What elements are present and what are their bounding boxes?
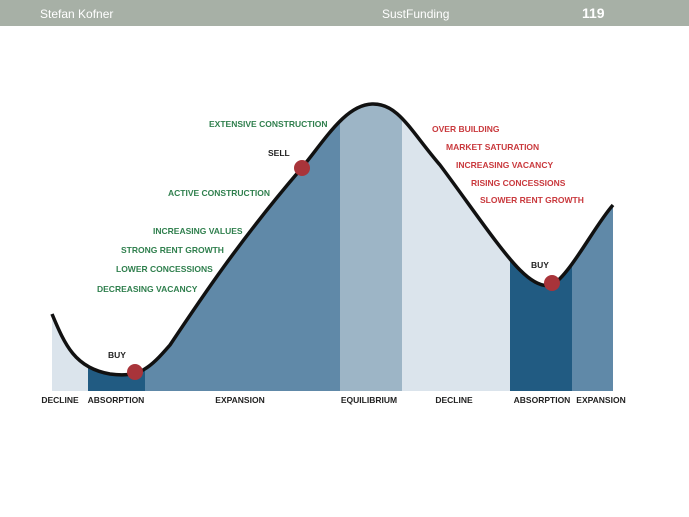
note-increasing-values: INCREASING VALUES	[153, 226, 243, 236]
phase-label-absorption-2: ABSORPTION	[514, 395, 571, 405]
sell-marker	[294, 160, 310, 176]
red-notes: OVER BUILDING MARKET SATURATION INCREASI…	[432, 124, 584, 205]
band-equilibrium	[340, 103, 402, 391]
buy-label-right: BUY	[531, 260, 549, 270]
page-number: 119	[582, 5, 605, 21]
note-over-building: OVER BUILDING	[432, 124, 500, 134]
phase-label-absorption-1: ABSORPTION	[88, 395, 145, 405]
phase-bands	[52, 103, 613, 391]
note-slower-rent-growth: SLOWER RENT GROWTH	[480, 195, 584, 205]
green-notes: EXTENSIVE CONSTRUCTION ACTIVE CONSTRUCTI…	[97, 119, 328, 294]
phase-label-decline-2: DECLINE	[435, 395, 473, 405]
band-decline-1	[52, 103, 88, 391]
band-absorption-1	[88, 103, 145, 391]
header-author: Stefan Kofner	[40, 7, 114, 21]
note-market-saturation: MARKET SATURATION	[446, 142, 539, 152]
note-increasing-vacancy: INCREASING VACANCY	[456, 160, 553, 170]
buy-label-left: BUY	[108, 350, 126, 360]
note-decreasing-vacancy: DECREASING VACANCY	[97, 284, 198, 294]
sell-label: SELL	[268, 148, 290, 158]
note-rising-concessions: RISING CONCESSIONS	[471, 178, 566, 188]
band-expansion-2	[572, 103, 613, 391]
slide-header: Stefan Kofner SustFunding 119	[0, 0, 689, 26]
note-extensive-construction: EXTENSIVE CONSTRUCTION	[209, 119, 328, 129]
phase-labels: DECLINE ABSORPTION EXPANSION EQUILIBRIUM…	[41, 395, 625, 405]
buy-marker-left	[127, 364, 143, 380]
phase-label-equilibrium: EQUILIBRIUM	[341, 395, 397, 405]
note-lower-concessions: LOWER CONCESSIONS	[116, 264, 213, 274]
note-strong-rent-growth: STRONG RENT GROWTH	[121, 245, 224, 255]
phase-label-expansion-1: EXPANSION	[215, 395, 264, 405]
buy-marker-right	[544, 275, 560, 291]
phase-label-decline-1: DECLINE	[41, 395, 79, 405]
band-absorption-2	[510, 103, 572, 391]
note-active-construction: ACTIVE CONSTRUCTION	[168, 188, 270, 198]
phase-label-expansion-2: EXPANSION	[576, 395, 625, 405]
header-title: SustFunding	[382, 7, 450, 21]
